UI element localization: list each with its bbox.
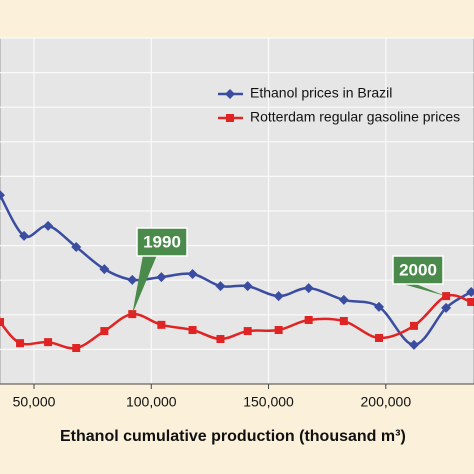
point bbox=[339, 317, 348, 326]
point bbox=[215, 281, 226, 292]
point bbox=[72, 344, 81, 353]
x-tick-label: 100,000 bbox=[126, 394, 177, 410]
legend-marker bbox=[225, 89, 235, 99]
point bbox=[466, 286, 474, 297]
point bbox=[338, 294, 349, 305]
point bbox=[127, 274, 138, 285]
annotation-arrow bbox=[132, 255, 157, 315]
point bbox=[408, 339, 419, 350]
annotation-box bbox=[392, 255, 444, 285]
point bbox=[19, 230, 30, 241]
point bbox=[441, 302, 452, 313]
point bbox=[375, 333, 384, 342]
point bbox=[16, 339, 25, 348]
annotation-text: 2000 bbox=[399, 260, 437, 279]
point bbox=[216, 335, 225, 344]
point bbox=[304, 315, 313, 324]
point bbox=[243, 327, 252, 336]
point bbox=[187, 268, 198, 279]
point bbox=[409, 321, 418, 330]
point bbox=[71, 241, 82, 252]
point bbox=[242, 281, 253, 292]
point bbox=[374, 301, 385, 312]
x-tick-label: 150,000 bbox=[243, 394, 294, 410]
legend-marker bbox=[226, 114, 234, 122]
point bbox=[188, 326, 197, 335]
point bbox=[100, 327, 109, 336]
point bbox=[43, 220, 54, 231]
x-tick-label: 50,000 bbox=[13, 394, 56, 410]
point bbox=[99, 264, 110, 275]
x-axis-label: Ethanol cumulative production (thousand … bbox=[60, 428, 406, 445]
legend-label: Rotterdam regular gasoline prices bbox=[250, 109, 460, 125]
x-tick-label: 200,000 bbox=[361, 394, 412, 410]
point bbox=[44, 338, 53, 347]
point bbox=[274, 326, 283, 335]
point bbox=[0, 318, 4, 327]
legend-label: Ethanol prices in Brazil bbox=[250, 85, 392, 101]
point bbox=[156, 272, 167, 283]
annotation-arrow bbox=[399, 283, 447, 297]
annotation-box bbox=[136, 227, 188, 257]
point bbox=[273, 291, 284, 302]
point bbox=[303, 283, 314, 294]
point bbox=[467, 297, 474, 306]
annotation-text: 1990 bbox=[143, 232, 181, 251]
point bbox=[157, 320, 166, 329]
point bbox=[0, 190, 5, 201]
